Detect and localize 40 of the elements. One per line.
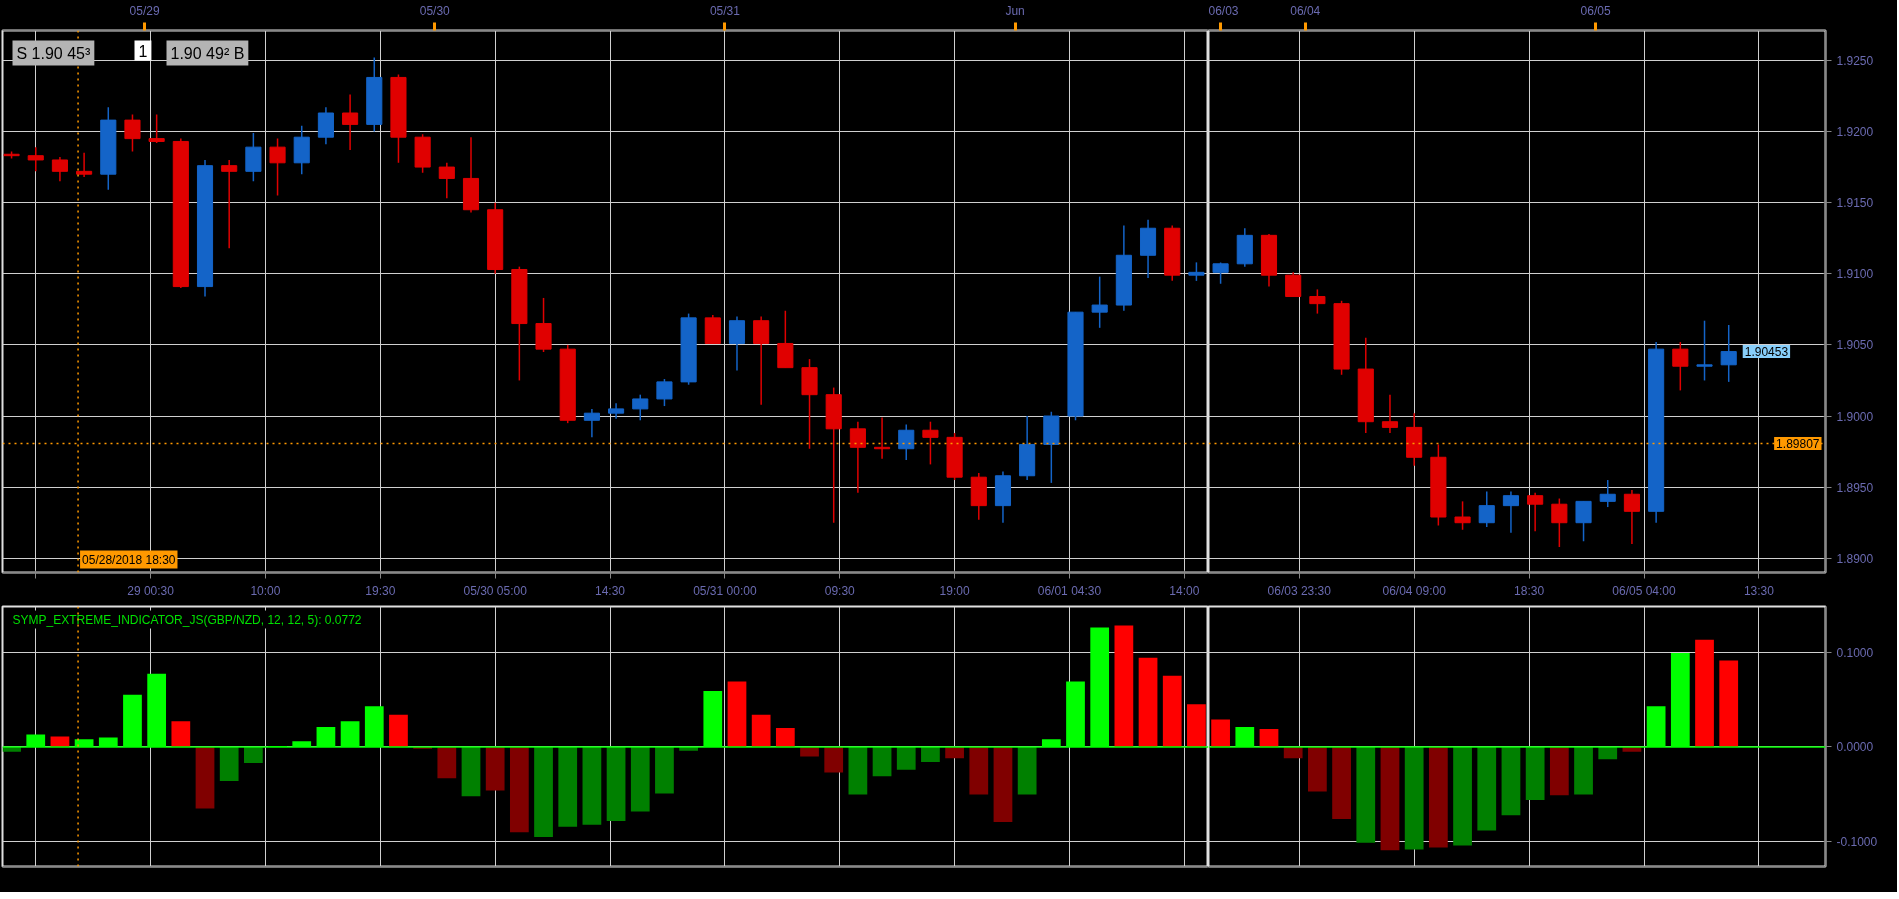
x-tick-label: 19:30 bbox=[365, 583, 396, 598]
x-tick-label: 06/03 23:30 bbox=[1267, 583, 1332, 598]
x-tick-label: 06/05 04:00 bbox=[1612, 583, 1677, 598]
y-tick-label: 0.0000 bbox=[1836, 740, 1874, 755]
y-tick-label: 1.9100 bbox=[1836, 267, 1874, 282]
x-tick-label: 14:00 bbox=[1169, 583, 1200, 598]
x-tick-label: 09:30 bbox=[824, 583, 856, 598]
annotation: S 1.90 45³ bbox=[16, 44, 91, 62]
x2-tick-label: 05/30 bbox=[419, 3, 451, 18]
ref-line-label: 05/28/2018 18:30 bbox=[82, 552, 176, 567]
x2-tick-label: Jun bbox=[1005, 3, 1025, 18]
y-tick-label: 0.1000 bbox=[1836, 645, 1874, 660]
annotation: 1.90453 bbox=[1744, 345, 1789, 360]
x-tick-label: 05/30 05:00 bbox=[463, 583, 528, 598]
y-tick-label: 1.9050 bbox=[1836, 338, 1874, 353]
x-tick-label: 06/01 04:30 bbox=[1037, 583, 1102, 598]
x-tick-label: 10:00 bbox=[250, 583, 281, 598]
y-tick-label: 1.9250 bbox=[1836, 53, 1874, 68]
y-tick-label: 1.9200 bbox=[1836, 125, 1874, 139]
y-tick-label: 1.9150 bbox=[1836, 196, 1874, 211]
x-tick-label: 06/04 09:00 bbox=[1382, 583, 1447, 598]
annotation: 1.90 49² B bbox=[170, 44, 245, 62]
x-tick-label: 14:30 bbox=[595, 583, 626, 598]
x-tick-label: 05/31 00:00 bbox=[693, 583, 757, 598]
x2-tick-label: 06/05 bbox=[1580, 3, 1611, 18]
x2-tick-label: 06/04 bbox=[1290, 3, 1321, 18]
x2-tick-label: 05/31 bbox=[709, 3, 741, 18]
x-tick-label: 18:30 bbox=[1514, 583, 1545, 598]
annotation: 1 bbox=[138, 42, 148, 60]
text: SYMP_EXTREME_INDICATOR_JS(GBP/NZD, 12, 12, 5): 0.0772 bbox=[12, 612, 362, 627]
x2-tick-label: 05/29 bbox=[129, 3, 160, 18]
x-tick-label: 13:30 bbox=[1743, 583, 1775, 598]
x-tick-label: 29 00:30 bbox=[127, 583, 175, 598]
x2-tick-label: 06/03 bbox=[1208, 3, 1239, 18]
y-tick-label: -0.1000 bbox=[1836, 835, 1878, 850]
y-tick-label: 1.9000 bbox=[1836, 409, 1874, 424]
ref-line-label: 1.89807 bbox=[1776, 436, 1820, 451]
y-tick-label: 1.8900 bbox=[1836, 551, 1874, 566]
x-tick-label: 19:00 bbox=[939, 583, 970, 598]
y-tick-label: 1.8950 bbox=[1836, 480, 1874, 495]
